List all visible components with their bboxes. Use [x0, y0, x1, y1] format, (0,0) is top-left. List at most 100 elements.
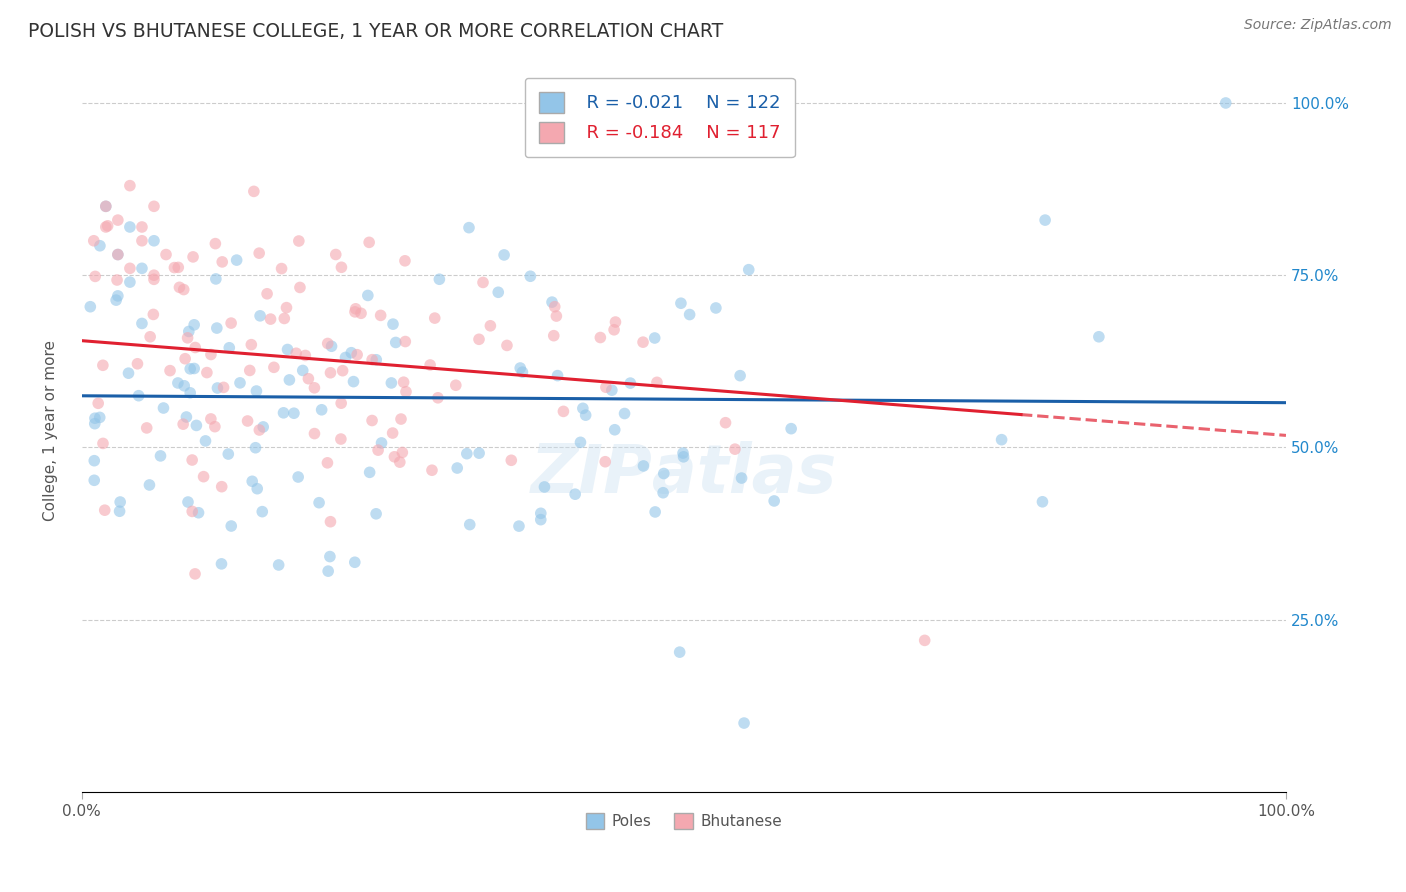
- Point: [595, 380, 617, 394]
- Point: [246, 482, 269, 496]
- Point: [544, 300, 567, 314]
- Point: [181, 453, 204, 467]
- Point: [79, 300, 101, 314]
- Point: [423, 311, 446, 326]
- Point: [728, 368, 751, 383]
- Point: [704, 301, 727, 315]
- Point: [564, 487, 586, 501]
- Point: [83, 473, 105, 487]
- Point: [142, 272, 165, 286]
- Point: [174, 351, 197, 366]
- Point: [267, 558, 290, 572]
- Point: [211, 557, 233, 571]
- Point: [229, 376, 252, 390]
- Point: [593, 455, 616, 469]
- Point: [240, 337, 263, 351]
- Point: [308, 496, 330, 510]
- Point: [94, 199, 117, 213]
- Point: [84, 269, 107, 284]
- Point: [252, 505, 274, 519]
- Point: [243, 185, 266, 199]
- Point: [212, 380, 235, 394]
- Point: [152, 401, 174, 415]
- Point: [107, 289, 129, 303]
- Point: [738, 262, 761, 277]
- Point: [426, 391, 449, 405]
- Point: [543, 328, 565, 343]
- Point: [429, 272, 451, 286]
- Point: [382, 317, 405, 331]
- Point: [218, 341, 240, 355]
- Point: [678, 308, 700, 322]
- Point: [94, 199, 117, 213]
- Point: [346, 348, 368, 362]
- Point: [273, 311, 295, 326]
- Point: [546, 309, 568, 323]
- Point: [186, 418, 208, 433]
- Point: [472, 276, 495, 290]
- Point: [652, 485, 675, 500]
- Point: [247, 423, 270, 437]
- Point: [458, 517, 481, 532]
- Point: [173, 378, 195, 392]
- Point: [249, 309, 271, 323]
- Point: [177, 495, 200, 509]
- Point: [172, 417, 194, 432]
- Point: [631, 335, 654, 350]
- Point: [200, 347, 222, 361]
- Point: [342, 375, 364, 389]
- Point: [1033, 213, 1056, 227]
- Point: [533, 480, 555, 494]
- Point: [179, 362, 201, 376]
- Point: [183, 361, 205, 376]
- Point: [159, 364, 181, 378]
- Point: [131, 261, 153, 276]
- Point: [181, 250, 204, 264]
- Point: [361, 413, 384, 427]
- Point: [394, 334, 416, 349]
- Point: [245, 384, 267, 398]
- Point: [325, 247, 347, 261]
- Point: [200, 412, 222, 426]
- Point: [83, 234, 105, 248]
- Point: [211, 480, 233, 494]
- Point: [389, 412, 412, 426]
- Point: [117, 366, 139, 380]
- Point: [914, 633, 936, 648]
- Point: [83, 417, 105, 431]
- Point: [603, 323, 626, 337]
- Point: [107, 213, 129, 227]
- Point: [1088, 330, 1111, 344]
- Point: [204, 419, 226, 434]
- Point: [392, 375, 415, 389]
- Text: POLISH VS BHUTANESE COLLEGE, 1 YEAR OR MORE CORRELATION CHART: POLISH VS BHUTANESE COLLEGE, 1 YEAR OR M…: [28, 22, 723, 41]
- Point: [239, 363, 262, 377]
- Point: [143, 199, 166, 213]
- Point: [335, 351, 357, 365]
- Point: [633, 458, 655, 473]
- Point: [155, 247, 177, 261]
- Point: [131, 234, 153, 248]
- Point: [270, 261, 292, 276]
- Point: [603, 423, 626, 437]
- Point: [291, 363, 314, 377]
- Point: [240, 475, 263, 489]
- Point: [187, 506, 209, 520]
- Point: [205, 272, 228, 286]
- Point: [388, 455, 411, 469]
- Point: [184, 341, 207, 355]
- Point: [118, 261, 141, 276]
- Point: [89, 239, 111, 253]
- Point: [733, 716, 755, 731]
- Point: [343, 305, 366, 319]
- Point: [512, 365, 534, 379]
- Point: [142, 308, 165, 322]
- Point: [332, 364, 354, 378]
- Point: [285, 346, 308, 360]
- Point: [94, 219, 117, 234]
- Point: [176, 331, 198, 345]
- Point: [530, 513, 553, 527]
- Point: [105, 273, 128, 287]
- Point: [193, 469, 215, 483]
- Y-axis label: College, 1 year or more: College, 1 year or more: [44, 340, 58, 521]
